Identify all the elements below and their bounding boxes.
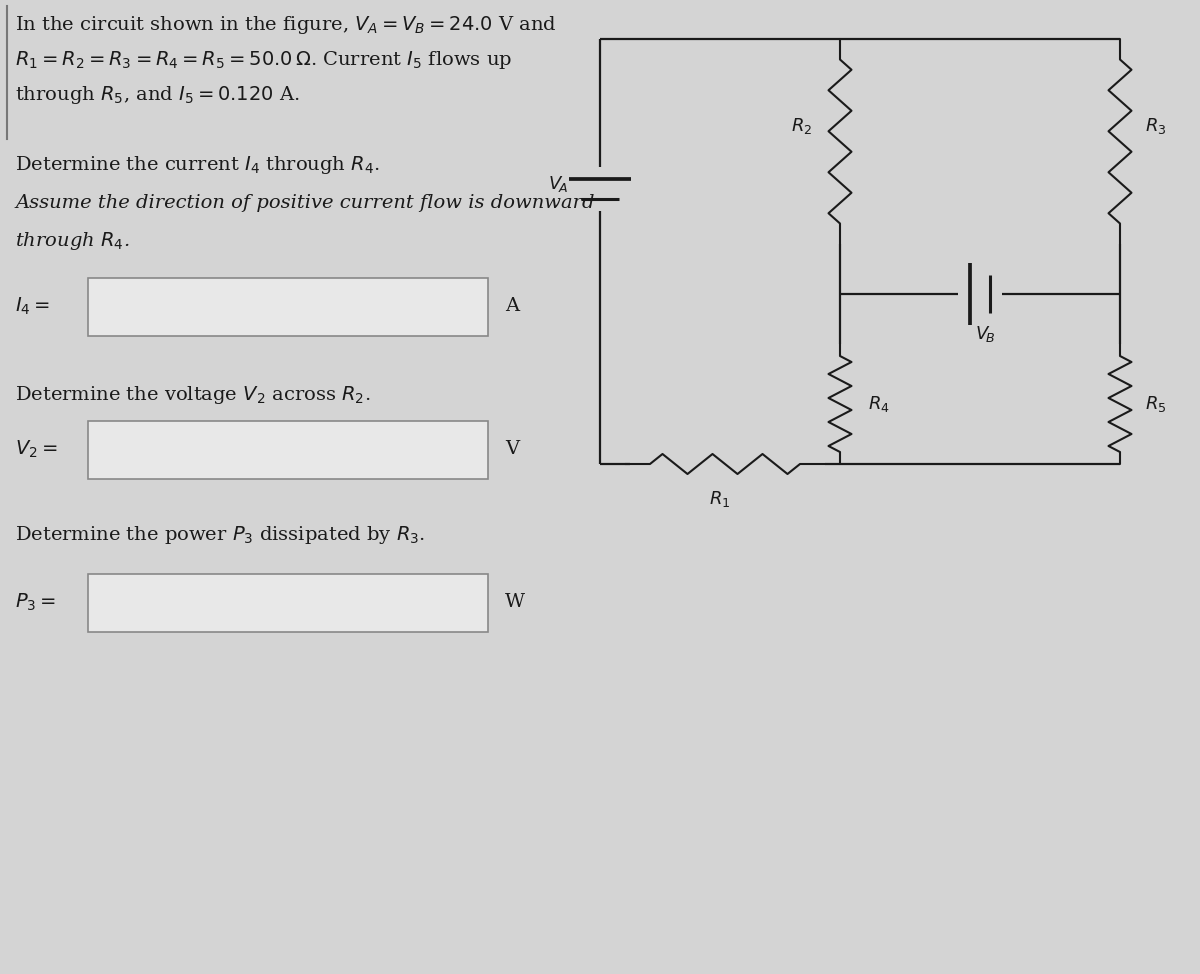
Text: $V_2 =$: $V_2 =$ bbox=[14, 438, 58, 460]
Text: $R_4$: $R_4$ bbox=[868, 394, 889, 414]
Text: $I_4 =$: $I_4 =$ bbox=[14, 295, 50, 317]
FancyBboxPatch shape bbox=[88, 574, 488, 632]
Text: $V_{\!A}$: $V_{\!A}$ bbox=[548, 174, 568, 194]
Text: Determine the voltage $V_2$ across $R_2$.: Determine the voltage $V_2$ across $R_2$… bbox=[14, 384, 371, 406]
Text: $V_{\!B}$: $V_{\!B}$ bbox=[974, 324, 995, 344]
FancyBboxPatch shape bbox=[88, 278, 488, 336]
Text: Determine the power $P_3$ dissipated by $R_3$.: Determine the power $P_3$ dissipated by … bbox=[14, 524, 425, 546]
Text: $P_3 =$: $P_3 =$ bbox=[14, 591, 56, 613]
Text: V: V bbox=[505, 440, 520, 458]
Text: $R_3$: $R_3$ bbox=[1145, 117, 1166, 136]
Text: $R_5$: $R_5$ bbox=[1145, 394, 1166, 414]
Text: In the circuit shown in the figure, $V_A = V_B = 24.0$ V and: In the circuit shown in the figure, $V_A… bbox=[14, 14, 557, 36]
Text: Determine the current $I_4$ through $R_4$.: Determine the current $I_4$ through $R_4… bbox=[14, 154, 380, 176]
Text: A: A bbox=[505, 297, 520, 315]
Text: through $R_5$, and $I_5 = 0.120$ A.: through $R_5$, and $I_5 = 0.120$ A. bbox=[14, 84, 300, 106]
Text: through $R_4$.: through $R_4$. bbox=[14, 230, 130, 252]
Text: $R_2$: $R_2$ bbox=[791, 117, 812, 136]
Text: $R_1 = R_2 = R_3 = R_4 = R_5 = 50.0\,\Omega$. Current $I_5$ flows up: $R_1 = R_2 = R_3 = R_4 = R_5 = 50.0\,\Om… bbox=[14, 49, 512, 71]
Text: W: W bbox=[505, 593, 526, 611]
FancyBboxPatch shape bbox=[88, 421, 488, 479]
Text: Assume the direction of positive current flow is downward: Assume the direction of positive current… bbox=[14, 194, 594, 212]
Text: $R_1$: $R_1$ bbox=[709, 489, 731, 509]
